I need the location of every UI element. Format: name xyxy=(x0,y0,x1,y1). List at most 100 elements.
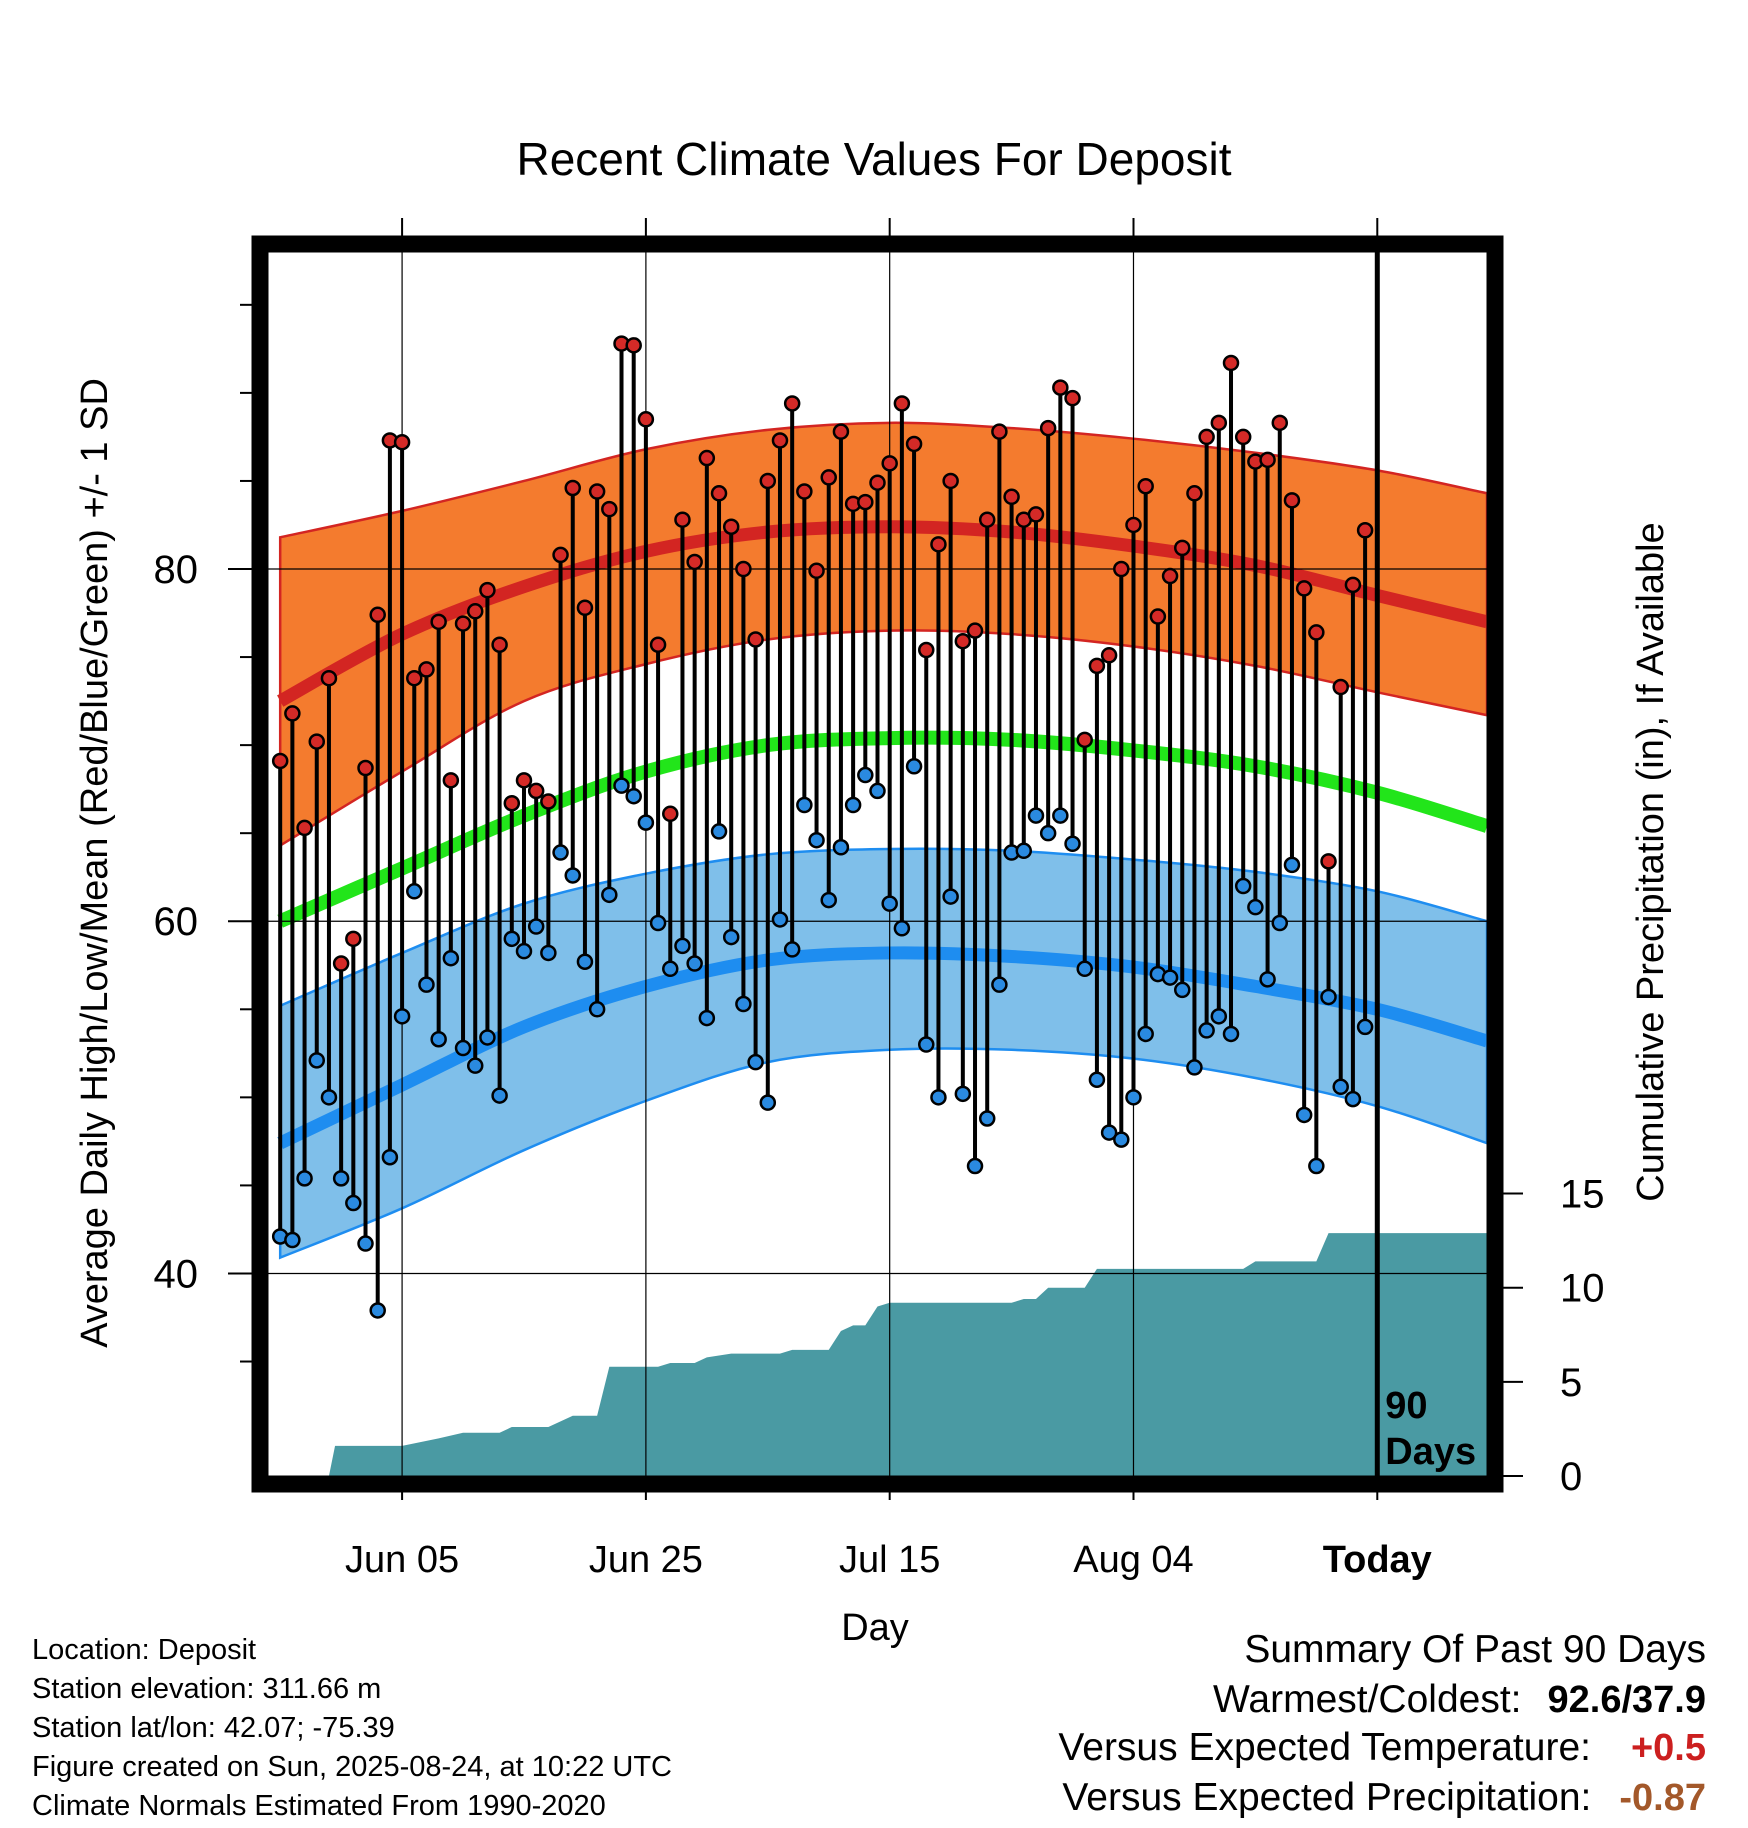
summary-temperature: Versus Expected Temperature: +0.5 xyxy=(1058,1728,1706,1767)
daily-high-point xyxy=(320,669,338,687)
daily-high-point xyxy=(393,433,411,451)
daily-high-point xyxy=(674,511,691,528)
daily-low-point xyxy=(771,911,789,928)
daily-low-point xyxy=(625,787,642,805)
daily-low-point xyxy=(393,1008,411,1025)
daily-low-point xyxy=(564,867,581,884)
daily-high-point xyxy=(515,772,533,789)
y-axis-label: Average Daily High/Low/Mean (Red/Blue/Gr… xyxy=(74,378,116,1348)
daily-low-point xyxy=(1027,807,1045,824)
daily-high-point xyxy=(1125,516,1142,534)
daily-high-point xyxy=(857,493,874,511)
daily-low-point xyxy=(918,1036,935,1053)
daily-low-point xyxy=(1137,1025,1154,1043)
daily-low-point xyxy=(1039,824,1057,842)
y-tick-label: 40 xyxy=(154,1252,199,1296)
daily-low-point xyxy=(954,1085,972,1103)
daily-high-point xyxy=(991,423,1008,440)
daily-low-point xyxy=(1283,856,1301,874)
daily-high-point xyxy=(1198,428,1215,446)
y2-tick-label: 0 xyxy=(1560,1455,1582,1499)
summary-title: Summary Of Past 90 Days xyxy=(1244,1628,1706,1671)
daily-low-point xyxy=(978,1110,996,1127)
today-marker-label: Days xyxy=(1385,1431,1476,1473)
footer-normals: Climate Normals Estimated From 1990-2020 xyxy=(32,1790,606,1822)
y-tick-label: 80 xyxy=(154,548,199,592)
daily-low-point xyxy=(1198,1022,1215,1039)
daily-low-point xyxy=(552,844,569,861)
x-axis-label: Day xyxy=(841,1607,909,1649)
daily-high-point xyxy=(1088,657,1106,675)
daily-low-point xyxy=(808,831,825,849)
high-normal-band xyxy=(278,421,1487,848)
daily-high-point xyxy=(820,469,837,486)
daily-high-point xyxy=(869,474,886,491)
daily-high-point xyxy=(771,432,789,449)
daily-low-point xyxy=(930,1089,947,1106)
daily-high-point xyxy=(942,472,959,490)
daily-high-point xyxy=(357,759,374,777)
daily-high-point xyxy=(418,661,435,678)
daily-low-point xyxy=(942,888,959,905)
daily-high-point xyxy=(454,615,472,632)
daily-high-point xyxy=(479,581,496,599)
daily-high-point xyxy=(540,793,557,810)
daily-low-point xyxy=(369,1302,386,1319)
daily-high-point xyxy=(345,930,362,948)
daily-high-point xyxy=(1113,560,1130,578)
daily-low-point xyxy=(1161,969,1179,986)
daily-low-point xyxy=(783,941,801,958)
y2-tick-label: 15 xyxy=(1560,1173,1605,1217)
daily-high-point xyxy=(1137,477,1154,495)
precipitation-area xyxy=(268,1233,1487,1476)
daily-high-point xyxy=(1052,379,1069,396)
daily-high-point xyxy=(284,705,301,722)
daily-low-point xyxy=(1332,1078,1349,1096)
daily-high-point xyxy=(1210,414,1228,432)
daily-low-point xyxy=(844,796,862,814)
daily-high-point xyxy=(662,805,679,823)
daily-low-point xyxy=(308,1052,326,1069)
daily-high-point xyxy=(442,772,460,789)
daily-low-point xyxy=(905,758,923,775)
daily-low-point xyxy=(1064,835,1081,852)
daily-high-point xyxy=(1344,576,1362,594)
daily-low-point xyxy=(1113,1131,1130,1148)
summary-precip-value: -0.87 xyxy=(1619,1777,1706,1819)
y2-tick-label: 5 xyxy=(1560,1361,1582,1405)
daily-low-point xyxy=(1174,981,1191,999)
daily-high-point xyxy=(783,395,801,412)
daily-high-point xyxy=(271,752,289,770)
daily-low-point xyxy=(296,1170,313,1187)
daily-low-point xyxy=(479,1029,496,1046)
daily-low-point xyxy=(381,1148,399,1166)
daily-high-point xyxy=(930,536,947,553)
daily-high-point xyxy=(832,423,850,440)
daily-high-point xyxy=(905,435,923,453)
daily-high-point xyxy=(576,599,594,617)
daily-low-point xyxy=(430,1030,447,1048)
daily-high-point xyxy=(332,955,350,972)
daily-high-point xyxy=(369,606,386,624)
summary-warmest-value: 92.6/37.9 xyxy=(1547,1679,1706,1721)
daily-low-point xyxy=(284,1231,301,1249)
daily-low-point xyxy=(1259,971,1276,988)
daily-low-point xyxy=(1100,1124,1118,1141)
daily-high-point xyxy=(296,819,313,837)
daily-low-point xyxy=(735,995,752,1013)
daily-low-point xyxy=(540,944,557,962)
daily-low-point xyxy=(1247,898,1264,916)
daily-low-point xyxy=(1308,1157,1325,1175)
daily-low-point xyxy=(796,796,813,814)
daily-low-point xyxy=(613,777,630,794)
daily-low-point xyxy=(454,1039,472,1057)
daily-low-point xyxy=(662,960,679,978)
daily-high-point xyxy=(491,636,508,653)
daily-high-point xyxy=(527,782,545,800)
daily-low-point xyxy=(515,942,533,960)
daily-low-point xyxy=(869,782,886,800)
daily-high-point xyxy=(1186,485,1203,502)
daily-low-point xyxy=(1234,877,1252,895)
